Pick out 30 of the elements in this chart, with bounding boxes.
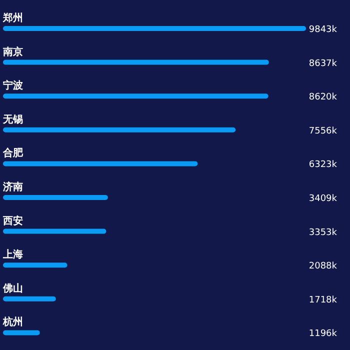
y-tick-label: 郑州 [2, 12, 23, 24]
y-tick-label: 无锡 [2, 113, 23, 126]
bar [3, 161, 198, 166]
y-tick-label: 西安 [2, 214, 23, 227]
y-tick-label: 佛山 [2, 282, 23, 294]
data-label: 1718k [308, 295, 338, 306]
y-tick-label: 宁波 [3, 80, 24, 92]
data-label: 1196k [308, 329, 338, 340]
data-label: 8620k [308, 92, 338, 103]
data-label: 8637k [308, 58, 338, 69]
bar [3, 60, 269, 65]
bar [3, 262, 68, 268]
bar [3, 127, 236, 132]
y-tick-label: 济南 [2, 181, 23, 193]
bar [3, 330, 40, 336]
data-label: 3353k [308, 228, 338, 238]
y-tick-label: 合肥 [2, 147, 24, 160]
y-tick-label: 杭州 [2, 316, 23, 328]
data-label: 3409k [308, 194, 338, 204]
bar [3, 296, 56, 302]
bar [3, 228, 106, 234]
data-label: 7556k [308, 126, 338, 136]
bar [3, 94, 268, 99]
bar [3, 195, 108, 200]
y-tick-label: 南京 [2, 46, 23, 58]
y-tick-label: 上海 [2, 248, 23, 261]
data-label: 2088k [308, 262, 338, 272]
data-label: 6323k [308, 160, 338, 170]
data-label: 9843k [308, 25, 338, 35]
bar [3, 26, 306, 31]
